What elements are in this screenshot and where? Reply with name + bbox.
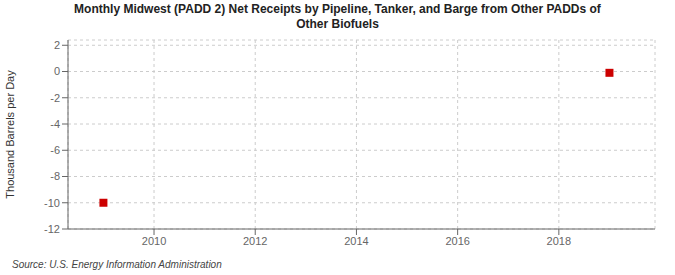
html-text:Other Biofuels: Other Biofuels [296, 17, 379, 31]
svg-text:-2: -2 [50, 92, 60, 104]
svg-text:-10: -10 [44, 197, 60, 209]
svg-text:-12: -12 [44, 223, 60, 235]
svg-text:2014: 2014 [344, 235, 368, 247]
svg-text:-6: -6 [50, 144, 60, 156]
svg-text:0: 0 [54, 65, 60, 77]
svg-text:2016: 2016 [445, 235, 469, 247]
svg-text:Thousand Barrels per Day: Thousand Barrels per Day [8, 70, 16, 199]
svg-text:-4: -4 [50, 118, 60, 130]
svg-text:2018: 2018 [547, 235, 571, 247]
svg-text:2012: 2012 [243, 235, 267, 247]
html-text:Source: U.S. Energy Informatio: Source: U.S. Energy Information Administ… [12, 259, 222, 270]
svg-text:2010: 2010 [142, 235, 166, 247]
html-text:Monthly Midwest (PADD 2) Net R: Monthly Midwest (PADD 2) Net Receipts by… [74, 2, 601, 16]
svg-text:-8: -8 [50, 170, 60, 182]
svg-text:2: 2 [54, 39, 60, 51]
